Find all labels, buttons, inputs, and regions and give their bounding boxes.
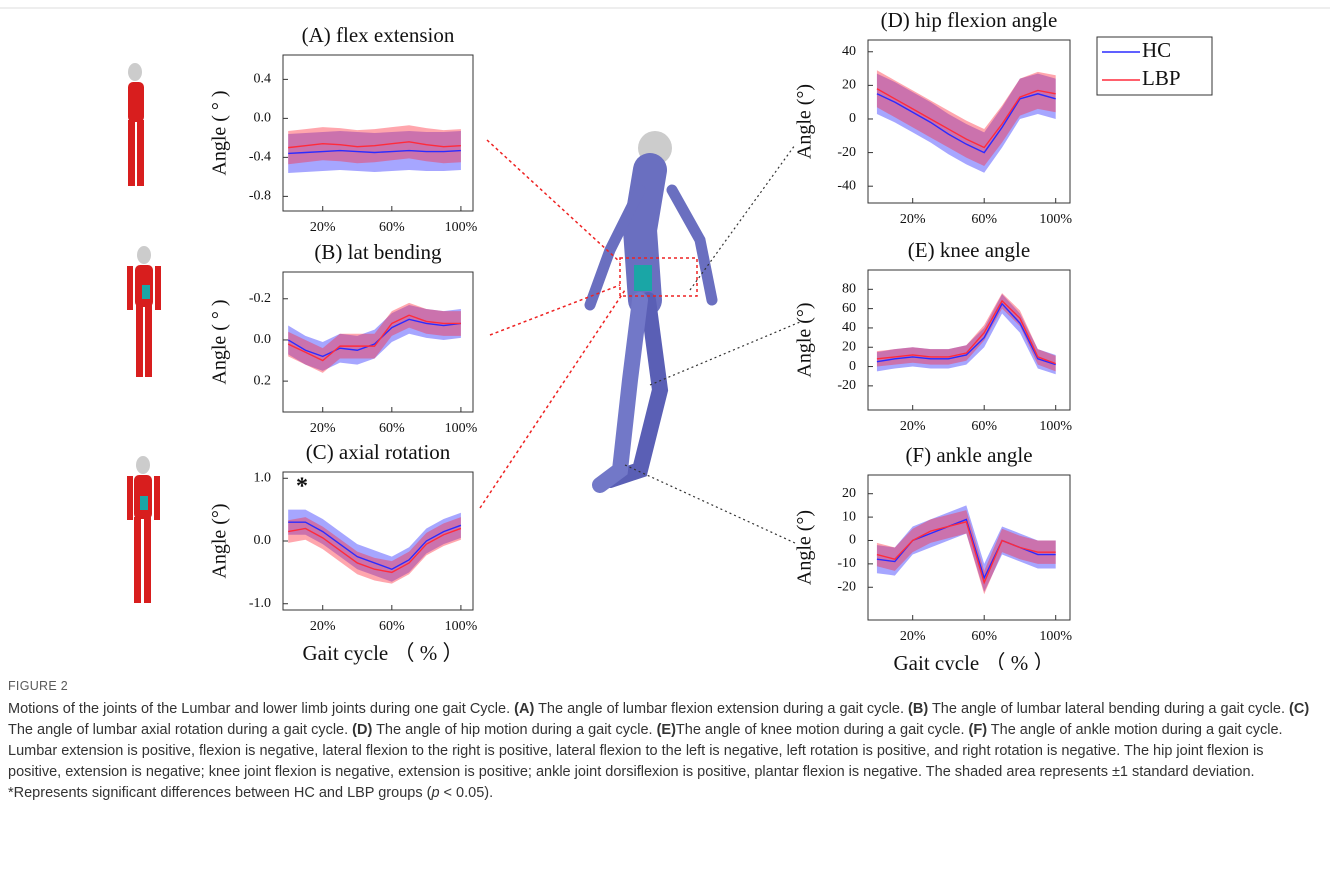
x-tick-label: 20% [900, 419, 926, 434]
y-tick-label: -20 [837, 378, 856, 393]
x-tick-label: 20% [900, 629, 926, 644]
x-axis-label: Gait cycle （ % ） [303, 641, 464, 665]
caption: FIGURE 2 Motions of the joints of the Lu… [8, 676, 1318, 804]
walking-model [590, 131, 712, 485]
caption-part: The angle of lumbar flexion extension du… [534, 701, 908, 717]
y-tick-label: -40 [837, 178, 856, 193]
y-tick-label: -20 [837, 579, 856, 594]
y-tick-label: 20 [842, 78, 856, 93]
y-tick-label: 40 [842, 44, 856, 59]
caption-part: The angle of hip motion during a gait cy… [372, 722, 656, 738]
x-axis-label: Gait cycle （ % ） [894, 651, 1055, 670]
y-tick-label: 20 [842, 339, 856, 354]
x-tick-label: 60% [379, 421, 405, 436]
x-tick-label: 60% [379, 619, 405, 634]
y-axis-label: Angle (°) [209, 503, 231, 578]
x-tick-label: 60% [971, 629, 997, 644]
caption-label: FIGURE 2 [8, 676, 1318, 697]
y-tick-label: 0 [849, 533, 856, 548]
connector [480, 140, 625, 508]
legend-label: HC [1142, 38, 1171, 62]
y-tick-label: 0.0 [254, 111, 272, 126]
y-tick-label: -0.4 [249, 150, 271, 165]
model-a [128, 63, 144, 186]
annotation: * [296, 474, 308, 500]
y-tick-label: 0.0 [254, 332, 272, 347]
y-axis-label: Angle (°) [794, 302, 816, 377]
chart-title: (F) ankle angle [905, 443, 1032, 467]
y-tick-label: 60 [842, 301, 856, 316]
x-tick-label: 100% [445, 220, 478, 235]
y-axis-label: Angle ( ° ) [209, 299, 231, 384]
legend-label: LBP [1142, 66, 1181, 90]
caption-part: (B) [908, 701, 928, 717]
y-tick-label: 10 [842, 509, 856, 524]
caption-part: The angle of lumbar lateral bending duri… [928, 701, 1289, 717]
caption-part: The angle of lumbar axial rotation durin… [8, 722, 352, 738]
y-tick-label: 0.0 [254, 533, 272, 548]
caption-part: p [431, 785, 439, 801]
x-tick-label: 60% [971, 212, 997, 227]
model-b [127, 246, 161, 377]
x-tick-label: 100% [445, 619, 478, 634]
caption-part: Motions of the joints of the Lumbar and … [8, 701, 514, 717]
x-tick-label: 100% [1039, 629, 1072, 644]
y-tick-label: -10 [837, 556, 856, 571]
plot-frame [868, 270, 1070, 410]
caption-part: (F) [969, 722, 988, 738]
chart-title: (A) flex extension [302, 23, 455, 47]
y-tick-label: 80 [842, 282, 856, 297]
y-axis-label: Angle (°) [794, 84, 816, 159]
y-tick-label: 40 [842, 320, 856, 335]
chart-title: (C) axial rotation [306, 440, 451, 464]
y-tick-label: -0.2 [249, 291, 271, 306]
page: (A) flex extension Angle ( ° ) 0.4 0.0 -0.4 -… [0, 0, 1330, 881]
y-tick-label: 0 [849, 359, 856, 374]
caption-text: Motions of the joints of the Lumbar and … [8, 699, 1318, 804]
x-tick-label: 20% [310, 421, 336, 436]
caption-part: (C) [1289, 701, 1309, 717]
chart-title: (E) knee angle [908, 238, 1030, 262]
x-tick-label: 20% [310, 619, 336, 634]
y-tick-label: -1.0 [249, 596, 271, 611]
chart-title: (D) hip flexion angle [881, 8, 1058, 32]
chart-title: (B) lat bending [314, 240, 442, 264]
x-tick-label: 100% [1039, 419, 1072, 434]
x-tick-label: 60% [971, 419, 997, 434]
figure: (A) flex extension Angle ( ° ) 0.4 0.0 -0.4 -… [0, 0, 1330, 670]
sd-band [877, 293, 1056, 371]
y-tick-label: 0 [849, 111, 856, 126]
y-tick-label: -0.8 [249, 189, 271, 204]
y-tick-label: 0.2 [254, 373, 272, 388]
x-tick-label: 20% [310, 220, 336, 235]
legend: HC LBP [1097, 37, 1212, 95]
caption-part: The angle of knee motion during a gait c… [676, 722, 969, 738]
x-tick-label: 20% [900, 212, 926, 227]
caption-part: (E) [657, 722, 676, 738]
y-axis-label: Angle ( ° ) [209, 90, 231, 175]
model-c [127, 456, 160, 603]
caption-part: < 0.05). [440, 785, 494, 801]
x-tick-label: 100% [1039, 212, 1072, 227]
y-tick-label: 20 [842, 486, 856, 501]
y-axis-label: Angle (°) [794, 510, 816, 585]
caption-part: (A) [514, 701, 534, 717]
sd-band [877, 70, 1056, 166]
x-tick-label: 60% [379, 220, 405, 235]
y-tick-label: 1.0 [254, 470, 272, 485]
x-tick-label: 100% [445, 421, 478, 436]
y-tick-label: 0.4 [254, 72, 272, 87]
y-tick-label: -20 [837, 145, 856, 160]
caption-part: (D) [352, 722, 372, 738]
